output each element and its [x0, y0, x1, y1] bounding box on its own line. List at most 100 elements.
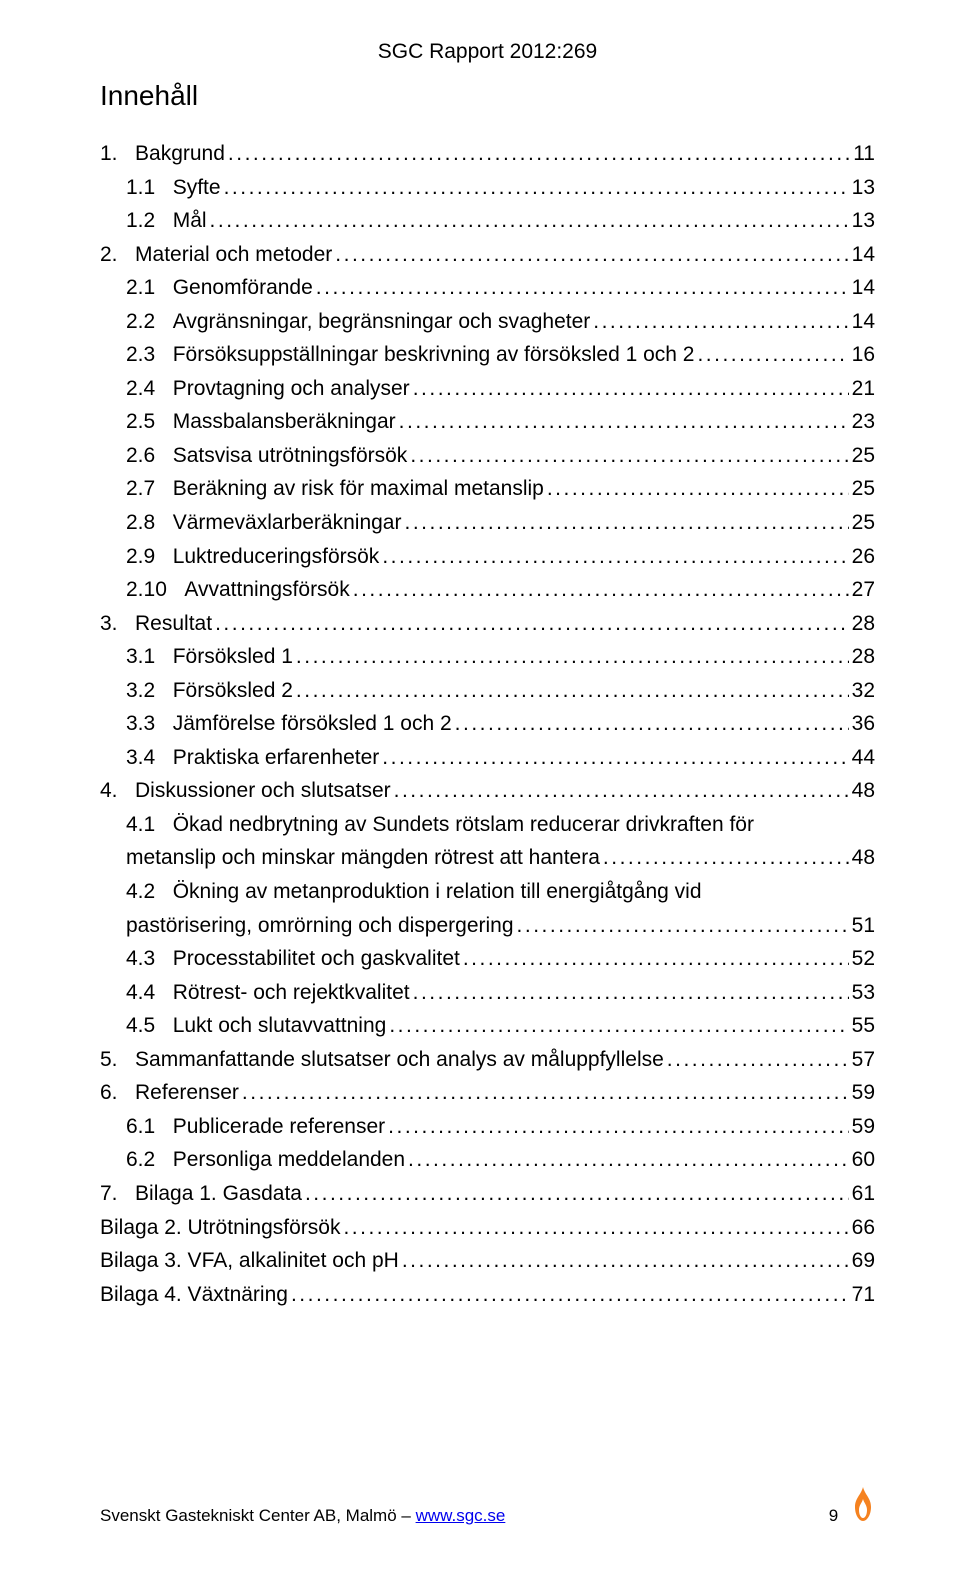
toc-entry: 1.2 Mål 13	[100, 205, 875, 238]
toc-page-number: 53	[852, 977, 875, 1010]
toc-entry: 4.2 Ökning av metanproduktion i relation…	[100, 876, 875, 909]
toc-label: 2.3 Försöksuppställningar beskrivning av…	[126, 339, 694, 372]
table-of-contents: 1. Bakgrund 111.1 Syfte 131.2 Mål 132. M…	[100, 138, 875, 1311]
toc-page-number: 14	[852, 239, 875, 272]
toc-entry: 4.5 Lukt och slutavvattning 55	[100, 1010, 875, 1043]
toc-label: 2.10 Avvattningsförsök	[126, 574, 350, 607]
toc-leader-dots	[382, 541, 848, 574]
toc-label: 2.9 Luktreduceringsförsök	[126, 541, 379, 574]
toc-entry: 3.4 Praktiska erfarenheter 44	[100, 742, 875, 775]
toc-entry: 2.7 Beräkning av risk för maximal metans…	[100, 473, 875, 506]
toc-entry: 2.1 Genomförande 14	[100, 272, 875, 305]
toc-label: 3. Resultat	[100, 608, 212, 641]
toc-leader-dots	[388, 1111, 848, 1144]
footer-link[interactable]: www.sgc.se	[416, 1506, 506, 1525]
toc-page-number: 14	[852, 306, 875, 339]
toc-entry: 2.4 Provtagning och analyser 21	[100, 373, 875, 406]
toc-entry: 2.8 Värmeväxlarberäkningar 25	[100, 507, 875, 540]
toc-leader-dots	[455, 708, 849, 741]
toc-label: 3.2 Försöksled 2	[126, 675, 293, 708]
toc-page-number: 60	[852, 1144, 875, 1177]
toc-label: 2.4 Provtagning och analyser	[126, 373, 410, 406]
toc-label: 2.2 Avgränsningar, begränsningar och sva…	[126, 306, 590, 339]
toc-leader-dots	[296, 641, 849, 674]
toc-page-number: 27	[852, 574, 875, 607]
toc-entry: Bilaga 2. Utrötningsförsök 66	[100, 1212, 875, 1245]
toc-leader-dots	[408, 1144, 849, 1177]
toc-entry: 2.2 Avgränsningar, begränsningar och sva…	[100, 306, 875, 339]
toc-entry: 4. Diskussioner och slutsatser 48	[100, 775, 875, 808]
toc-entry: 7. Bilaga 1. Gasdata 61	[100, 1178, 875, 1211]
toc-leader-dots	[413, 977, 849, 1010]
toc-leader-dots	[343, 1212, 848, 1245]
toc-entry-continuation: pastörisering, omrörning och dispergerin…	[100, 910, 875, 943]
toc-entry: 6.1 Publicerade referenser 59	[100, 1111, 875, 1144]
toc-page-number: 59	[852, 1111, 875, 1144]
toc-leader-dots	[335, 239, 848, 272]
toc-leader-dots	[242, 1077, 849, 1110]
toc-entry: 2.3 Försöksuppställningar beskrivning av…	[100, 339, 875, 372]
toc-leader-dots	[394, 775, 849, 808]
toc-label: 2.7 Beräkning av risk för maximal metans…	[126, 473, 544, 506]
report-label: SGC Rapport 2012:269	[100, 40, 875, 64]
toc-entry: 4.4 Rötrest- och rejektkvalitet 53	[100, 977, 875, 1010]
toc-entry: 2.10 Avvattningsförsök 27	[100, 574, 875, 607]
toc-page-number: 21	[852, 373, 875, 406]
toc-leader-dots	[215, 608, 849, 641]
toc-page-number: 25	[852, 473, 875, 506]
toc-leader-dots	[296, 675, 849, 708]
toc-page-number: 13	[852, 172, 875, 205]
page-title: Innehåll	[100, 80, 875, 112]
toc-label: 3.1 Försöksled 1	[126, 641, 293, 674]
toc-entry: 3. Resultat 28	[100, 608, 875, 641]
toc-page-number: 66	[852, 1212, 875, 1245]
toc-label: 4.4 Rötrest- och rejektkvalitet	[126, 977, 410, 1010]
toc-page-number: 26	[852, 541, 875, 574]
toc-entry: 2. Material och metoder 14	[100, 239, 875, 272]
toc-entry: 6. Referenser 59	[100, 1077, 875, 1110]
toc-entry: 1. Bakgrund 11	[100, 138, 875, 171]
page-number: 9	[829, 1506, 838, 1525]
toc-entry: Bilaga 3. VFA, alkalinitet och pH 69	[100, 1245, 875, 1278]
toc-leader-dots	[404, 507, 848, 540]
toc-label: Bilaga 3. VFA, alkalinitet och pH	[100, 1245, 399, 1278]
footer-left: Svenskt Gastekniskt Center AB, Malmö – w…	[100, 1506, 505, 1526]
toc-label: 4.2 Ökning av metanproduktion i relation…	[126, 876, 702, 909]
toc-leader-dots	[382, 742, 848, 775]
toc-page-number: 69	[852, 1245, 875, 1278]
toc-entry: 1.1 Syfte 13	[100, 172, 875, 205]
toc-leader-dots	[402, 1245, 849, 1278]
toc-label: 6. Referenser	[100, 1077, 239, 1110]
toc-entry: 4.1 Ökad nedbrytning av Sundets rötslam …	[100, 809, 875, 842]
toc-entry: 2.9 Luktreduceringsförsök 26	[100, 541, 875, 574]
toc-page-number: 48	[852, 775, 875, 808]
toc-leader-dots	[291, 1279, 849, 1312]
toc-page-number: 11	[853, 138, 875, 171]
toc-label: 1.1 Syfte	[126, 172, 221, 205]
toc-page-number: 51	[852, 910, 875, 943]
toc-leader-dots	[210, 205, 849, 238]
toc-page-number: 57	[852, 1044, 875, 1077]
toc-label: 3.3 Jämförelse försöksled 1 och 2	[126, 708, 452, 741]
toc-page-number: 23	[852, 406, 875, 439]
toc-leader-dots	[353, 574, 849, 607]
toc-label: 1.2 Mål	[126, 205, 207, 238]
toc-page-number: 59	[852, 1077, 875, 1110]
toc-label: 4.3 Processtabilitet och gaskvalitet	[126, 943, 460, 976]
toc-page-number: 32	[852, 675, 875, 708]
footer-org: Svenskt Gastekniskt Center AB, Malmö –	[100, 1506, 416, 1525]
toc-entry: 5. Sammanfattande slutsatser och analys …	[100, 1044, 875, 1077]
toc-label: 2.1 Genomförande	[126, 272, 313, 305]
toc-leader-dots	[667, 1044, 849, 1077]
toc-label: 6.2 Personliga meddelanden	[126, 1144, 405, 1177]
toc-leader-dots	[463, 943, 849, 976]
toc-label: metanslip och minskar mängden rötrest at…	[126, 842, 600, 875]
footer-right: 9	[829, 1487, 875, 1526]
toc-leader-dots	[517, 910, 849, 943]
toc-entry: 3.1 Försöksled 1 28	[100, 641, 875, 674]
toc-page-number: 25	[852, 507, 875, 540]
toc-label: 5. Sammanfattande slutsatser och analys …	[100, 1044, 664, 1077]
toc-entry: 3.3 Jämförelse försöksled 1 och 2 36	[100, 708, 875, 741]
toc-page-number: 13	[852, 205, 875, 238]
toc-page-number: 71	[852, 1279, 875, 1312]
